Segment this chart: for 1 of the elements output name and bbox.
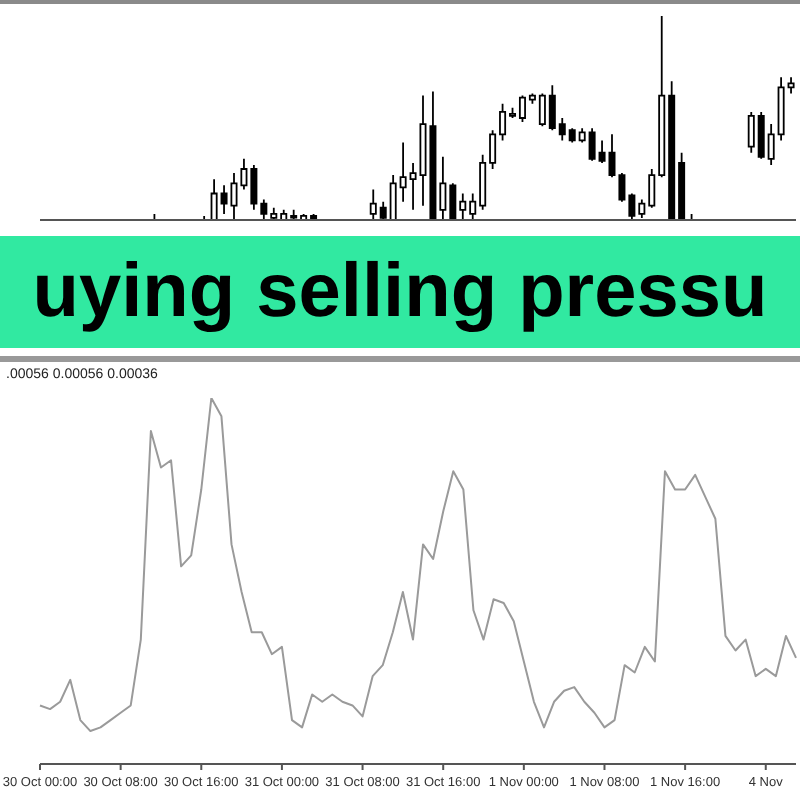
text: uying selling pressu: [32, 249, 768, 335]
